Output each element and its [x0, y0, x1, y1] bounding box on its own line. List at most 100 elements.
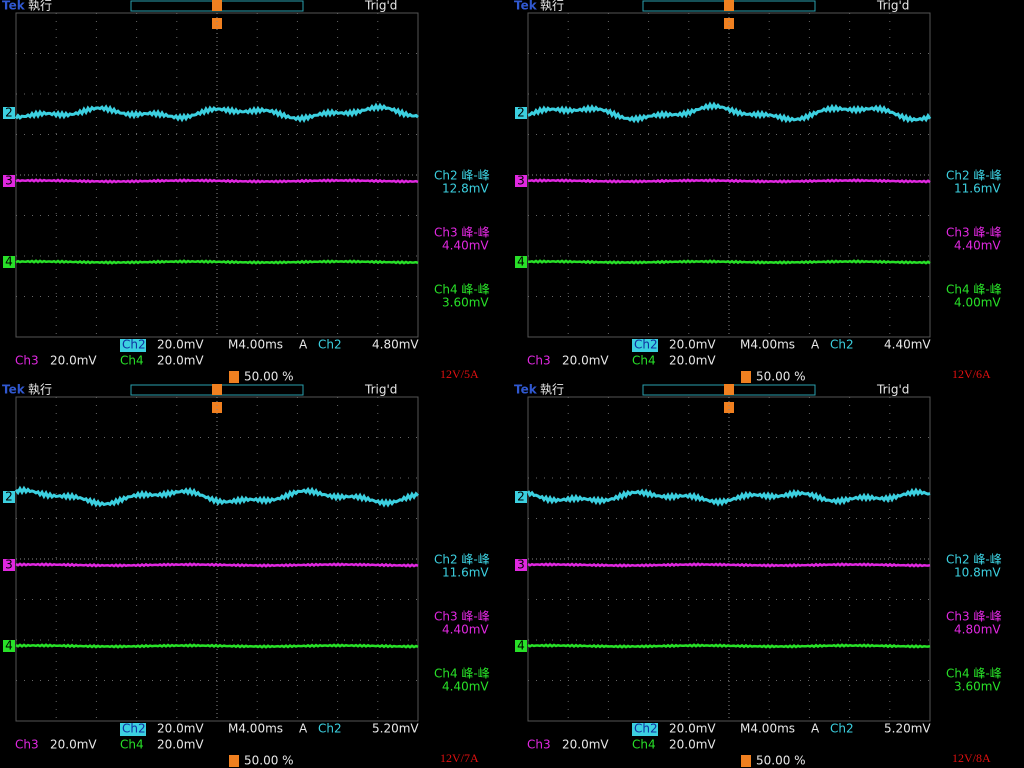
channel-marker-label: 3	[517, 174, 525, 188]
trace	[528, 259, 931, 265]
trigger-pos-icon	[212, 402, 222, 413]
measurement-value: 10.8mV	[954, 566, 1001, 580]
ch2-scale: 20.0mV	[157, 722, 204, 736]
channel-marker	[515, 175, 527, 187]
run-status: 執行	[540, 383, 564, 397]
channel-marker	[515, 640, 527, 652]
measurement-label: Ch4 峰-峰	[434, 667, 490, 681]
trace	[527, 562, 931, 568]
channel-marker-label: 4	[517, 639, 525, 653]
ch3-scale: 20.0mV	[50, 354, 97, 368]
ch3-label: Ch3	[527, 738, 551, 752]
channel-marker-label: 4	[517, 255, 525, 269]
measurement-label: Ch2 峰-峰	[946, 169, 1002, 183]
load-caption: 12V/5A	[440, 367, 479, 381]
run-status: 執行	[28, 383, 52, 397]
channel-marker-label: 3	[517, 558, 525, 572]
trigger-source: Ch2	[318, 338, 342, 352]
channel-marker	[515, 491, 527, 503]
channel-marker-label: 3	[5, 174, 13, 188]
trigger-source: Ch2	[830, 722, 854, 736]
measurement-label: Ch2 峰-峰	[434, 169, 490, 183]
trigger-pos-icon	[212, 384, 222, 395]
measurement-label: Ch4 峰-峰	[946, 283, 1002, 297]
ch2-label-bg	[120, 339, 146, 352]
measurement-value: 4.40mV	[954, 239, 1001, 253]
brand: Tek	[514, 0, 538, 13]
trace	[15, 259, 419, 265]
trigger-position: 50.00 %	[244, 370, 294, 384]
ch2-scale: 20.0mV	[157, 338, 204, 352]
channel-marker	[3, 559, 15, 571]
ch3-label: Ch3	[15, 738, 39, 752]
trigger-pos-icon	[724, 384, 734, 395]
trigger-level: 5.20mV	[372, 722, 419, 736]
trigger-pos-icon	[724, 0, 734, 11]
scope-panel: Tek 執行 Trig'd 2 3 4 Ch2 峰-峰12.8mV Ch3 峰-峰4.40mV…	[2, 0, 490, 384]
timebase: M4.00ms	[740, 722, 795, 736]
measurement-value: 4.00mV	[954, 296, 1001, 310]
ch2-label: Ch2	[122, 338, 146, 352]
ch2-scale: 20.0mV	[669, 338, 716, 352]
trigger-mode: A	[811, 722, 820, 736]
trigger-pos-icon	[212, 18, 222, 29]
trigger-pos-icon	[229, 371, 239, 383]
measurement-label: Ch3 峰-峰	[434, 610, 490, 624]
measurement-label: Ch3 峰-峰	[946, 226, 1002, 240]
measurement-value: 3.60mV	[442, 296, 489, 310]
trigger-state: Trig'd	[364, 383, 397, 397]
channel-marker-label: 2	[517, 106, 525, 120]
trace	[526, 487, 931, 507]
ch3-label: Ch3	[15, 354, 39, 368]
measurement-value: 11.6mV	[954, 182, 1001, 196]
ch4-label: Ch4	[632, 354, 656, 368]
load-caption: 12V/6A	[952, 367, 991, 381]
trigger-pos-icon	[741, 371, 751, 383]
ch2-label-bg	[632, 339, 658, 352]
trigger-mode: A	[299, 338, 308, 352]
measurement-value: 3.60mV	[954, 680, 1001, 694]
trigger-pos-icon	[741, 755, 751, 767]
ch4-scale: 20.0mV	[157, 738, 204, 752]
channel-marker	[3, 640, 15, 652]
trigger-position: 50.00 %	[756, 754, 806, 768]
trigger-mode: A	[811, 338, 820, 352]
ch3-label: Ch3	[527, 354, 551, 368]
trace	[528, 178, 931, 184]
measurement-label: Ch2 峰-峰	[946, 553, 1002, 567]
trigger-pos-icon	[229, 755, 239, 767]
channel-marker-label: 4	[5, 255, 13, 269]
trigger-source: Ch2	[318, 722, 342, 736]
ch2-label-bg	[120, 723, 146, 736]
channel-marker-label: 4	[5, 639, 13, 653]
brand: Tek	[2, 383, 26, 397]
measurement-value: 11.6mV	[442, 566, 489, 580]
measurement-value: 12.8mV	[442, 182, 489, 196]
trigger-position: 50.00 %	[244, 754, 294, 768]
trigger-state: Trig'd	[364, 0, 397, 13]
trace	[527, 101, 932, 124]
channel-marker	[3, 256, 15, 268]
trigger-level: 5.20mV	[884, 722, 931, 736]
ch2-label-bg	[632, 723, 658, 736]
run-status: 執行	[540, 0, 564, 13]
load-caption: 12V/8A	[952, 751, 991, 765]
measurement-value: 4.80mV	[954, 623, 1001, 637]
trace	[14, 102, 419, 123]
brand: Tek	[2, 0, 26, 13]
brand: Tek	[514, 383, 538, 397]
channel-marker	[3, 491, 15, 503]
trigger-position: 50.00 %	[756, 370, 806, 384]
ch4-scale: 20.0mV	[157, 354, 204, 368]
timebase: M4.00ms	[228, 722, 283, 736]
channel-marker-label: 3	[5, 558, 13, 572]
trigger-source: Ch2	[830, 338, 854, 352]
measurement-label: Ch4 峰-峰	[434, 283, 490, 297]
ch4-label: Ch4	[632, 738, 656, 752]
trace	[14, 485, 420, 508]
channel-marker	[515, 256, 527, 268]
timebase: M4.00ms	[740, 338, 795, 352]
trigger-state: Trig'd	[876, 383, 909, 397]
